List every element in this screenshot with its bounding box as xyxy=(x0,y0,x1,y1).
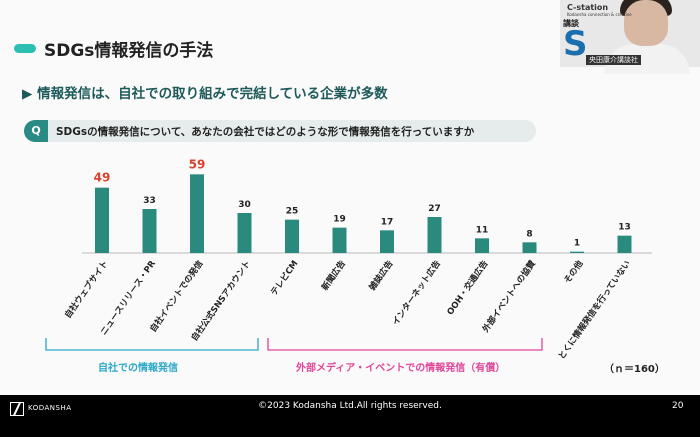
bar-5 xyxy=(332,227,347,253)
bar-1 xyxy=(142,209,157,253)
bar-value-label-3: 30 xyxy=(238,200,251,210)
question-box xyxy=(24,120,536,142)
presenter-name-tag: 央田康介講談社 xyxy=(586,55,641,65)
webcam-big-letter: S xyxy=(563,24,588,64)
footer-logo-text: KODANSHA xyxy=(28,404,72,412)
category-label-7: インターネット広告 xyxy=(390,258,443,327)
bar-value-label-1: 33 xyxy=(143,196,156,206)
question-badge: Q xyxy=(24,120,48,142)
presenter-head xyxy=(624,0,668,46)
bar-11 xyxy=(617,235,632,253)
bracket-external xyxy=(267,338,543,351)
bar-value-label-8: 11 xyxy=(476,225,489,235)
bar-0 xyxy=(95,187,109,253)
bar-3 xyxy=(237,213,252,253)
webcam-side-text: 講談 xyxy=(563,19,579,28)
group-label-external: 外部メディア・イベントでの情報発信（有償） xyxy=(296,363,506,374)
title-accent-bar xyxy=(14,44,36,53)
bar-4 xyxy=(285,219,299,253)
page-title: SDGs情報発信の手法 xyxy=(44,41,214,61)
category-label-1: ニュースリリース・PR xyxy=(99,259,158,338)
page-number: 20 xyxy=(672,401,684,411)
category-label-9: 外部イベントへの協賛 xyxy=(480,258,539,335)
category-label-6: 雑誌広告 xyxy=(366,258,395,293)
bar-6 xyxy=(380,230,394,253)
bar-chart: 49自社ウェブサイト33ニュースリリース・PR59自社イベントでの発信30自社公… xyxy=(45,157,652,362)
footer-copyright: ©2023 Kodansha Ltd.All rights reserved. xyxy=(258,401,442,411)
bar-value-label-5: 19 xyxy=(333,215,346,225)
webcam-brand-logo: C-station Kodansha connection & creative xyxy=(567,3,632,17)
bar-10 xyxy=(570,251,584,253)
bar-9 xyxy=(522,242,537,253)
question-text: SDGsの情報発信について、あなたの会社ではどのような形で情報発信を行っています… xyxy=(56,126,475,138)
bracket-own xyxy=(45,338,259,351)
bar-value-label-6: 17 xyxy=(381,217,394,227)
bar-value-label-11: 13 xyxy=(618,223,631,233)
category-label-5: 新聞広告 xyxy=(319,258,348,293)
bar-value-label-4: 25 xyxy=(286,207,299,217)
footer xyxy=(0,395,700,437)
category-label-2: 自社イベントでの発信 xyxy=(148,258,206,334)
bar-2 xyxy=(190,174,204,253)
bar-value-label-2: 59 xyxy=(189,157,206,171)
bar-7 xyxy=(427,217,442,253)
slide-subtitle: ▶ 情報発信は、自社での取り組みで完結している企業が多数 xyxy=(22,86,388,102)
bar-value-label-0: 49 xyxy=(94,171,111,185)
category-label-4: テレビCM xyxy=(268,258,300,297)
sample-size-label: （ｎ＝160） xyxy=(604,364,665,375)
category-label-10: その他 xyxy=(562,258,586,286)
bar-8 xyxy=(475,238,489,253)
category-label-8: OOH・交通広告 xyxy=(445,258,491,317)
kodansha-logo-icon xyxy=(10,402,24,416)
bar-value-label-7: 27 xyxy=(428,204,441,214)
bar-value-label-10: 1 xyxy=(574,239,580,249)
group-label-own: 自社での情報発信 xyxy=(98,363,178,374)
category-label-0: 自社ウェブサイト xyxy=(62,258,110,320)
bar-value-label-9: 8 xyxy=(526,229,532,239)
